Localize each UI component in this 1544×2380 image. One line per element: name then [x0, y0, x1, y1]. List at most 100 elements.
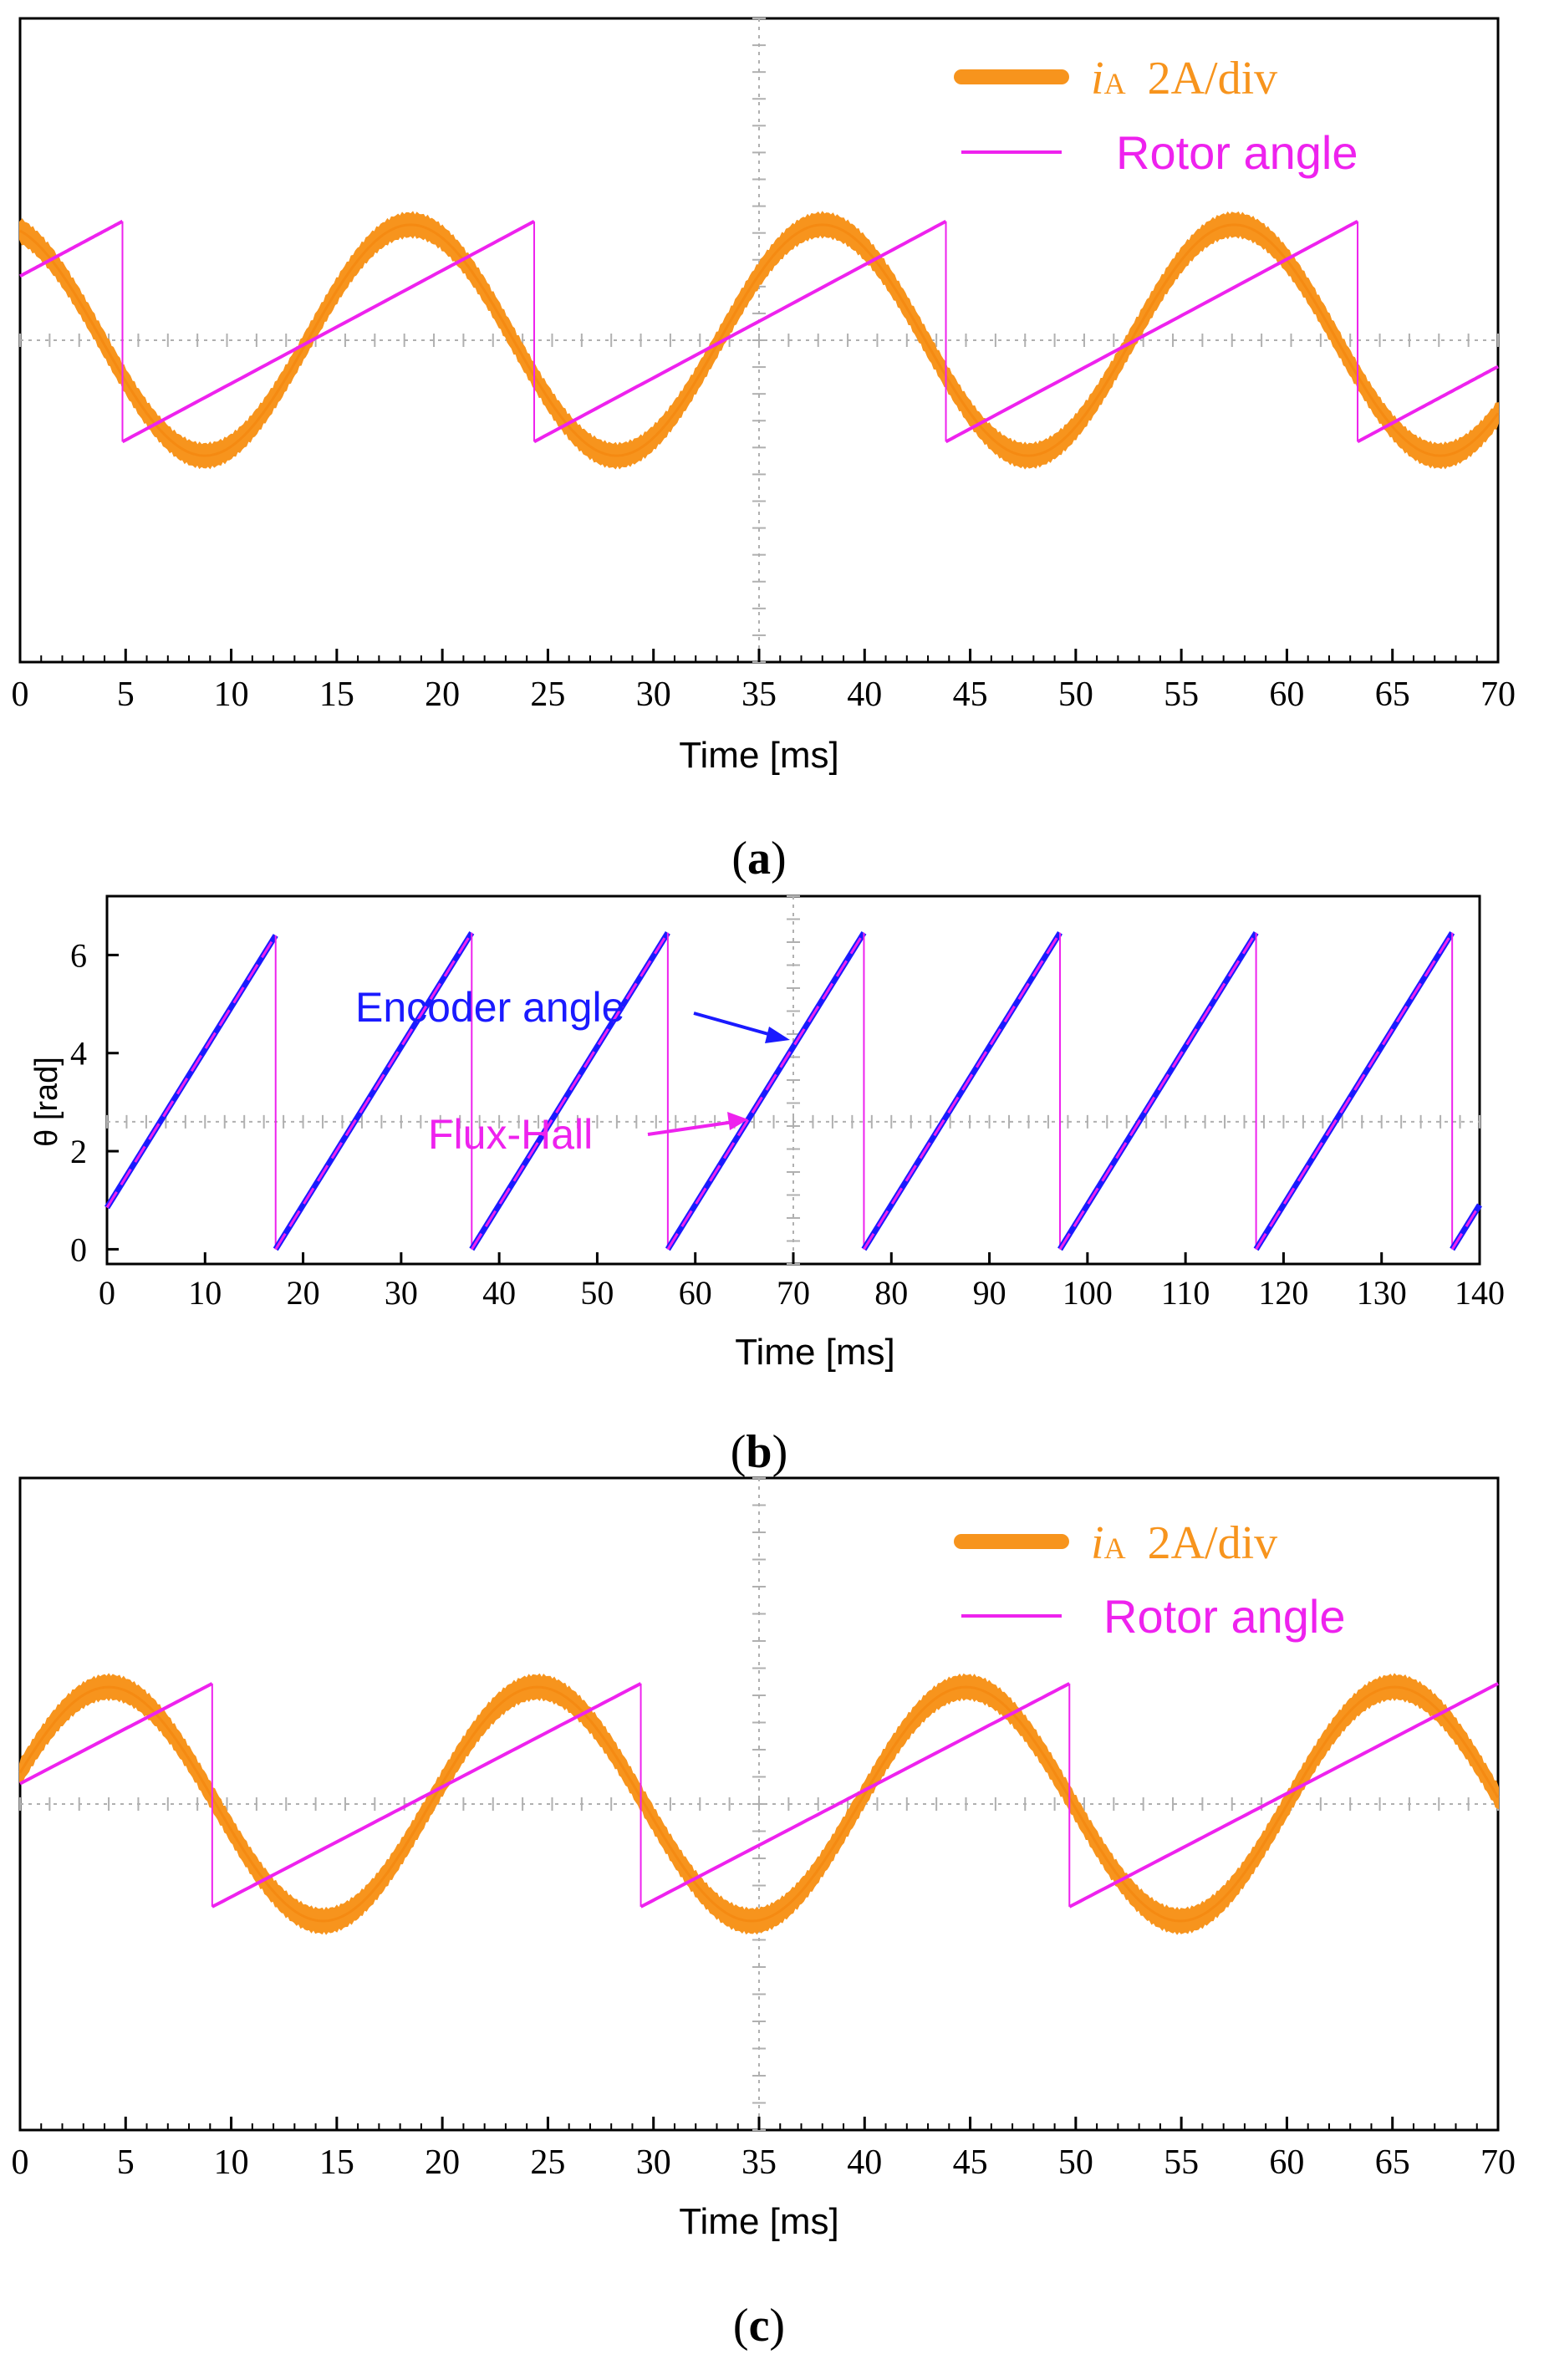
panel-a: 0 5 10 15 20 25 30 35 40 45 50 55 60 65 70 Time [ms] i…: [12, 17, 1516, 884]
x-tick-label: 110: [1161, 1274, 1210, 1312]
x-tick-label: 30: [385, 1274, 418, 1312]
annotation-encoder-angle: Encoder angle: [355, 984, 624, 1031]
x-tick-label: 20: [425, 675, 460, 714]
panel-label-c: (c): [733, 2300, 785, 2352]
rotor-angle-segment: [1068, 1682, 1499, 1909]
center-grid: [19, 18, 1499, 663]
panel-b: 0 10 20 30 40 50 60 70 80 90 100 110 120 130 140 0246 …: [29, 894, 1505, 1478]
x-tick-label: 20: [287, 1274, 320, 1312]
x-tick-label: 65: [1375, 675, 1410, 714]
legend-current-label: iA 2A/div: [1091, 1517, 1277, 1569]
y-tick-labels: 0 2 4 6: [70, 936, 119, 1268]
x-tick-label: 40: [482, 1274, 516, 1312]
panel-label-b: (b): [731, 1426, 787, 1478]
center-grid: [106, 895, 1480, 1265]
annotation-flux-hall-arrowhead: [727, 1112, 748, 1130]
x-tick-label: 50: [1058, 675, 1093, 714]
rotor-angle-segment: [945, 219, 1358, 444]
flux-hall-segment: [1058, 932, 1257, 1251]
panel-c: 0 5 10 15 20 25 30 35 40 45 50 55 60 65 70 Time [ms] i…: [12, 1476, 1516, 2352]
x-tick-label: 65: [1375, 2143, 1410, 2182]
annotations: Encoder angle Flux-Hall: [355, 984, 790, 1158]
x-tick-label: 70: [777, 1274, 810, 1312]
angle-traces: [104, 930, 1482, 1251]
current-trace: [18, 1673, 1500, 1935]
y-tick-label: 6: [70, 936, 87, 974]
flux-hall-segment: [863, 932, 1062, 1251]
x-axis-label: Time [ms]: [679, 735, 838, 776]
x-tick-label: 90: [973, 1274, 1006, 1312]
panel-label-a: (a): [731, 833, 786, 884]
x-tick-label: 5: [117, 675, 135, 714]
current-center-line: [18, 1685, 1500, 1923]
annotation-encoder-arrowhead: [765, 1027, 790, 1043]
x-tick-label: 60: [679, 1274, 712, 1312]
x-tick-label: 35: [741, 2143, 777, 2182]
flux-hall-segment: [666, 932, 865, 1251]
current-center-line: [19, 223, 1500, 457]
x-tick-label: 50: [580, 1274, 614, 1312]
x-tick-label: 5: [117, 2143, 135, 2182]
x-axis-label: Time [ms]: [679, 2201, 838, 2242]
y-tick-label: 4: [70, 1035, 87, 1073]
x-tick-label: 70: [1480, 675, 1516, 714]
annotation-encoder-arrow: [693, 1012, 778, 1038]
x-tick-label: 100: [1062, 1274, 1113, 1312]
x-tick-label: 30: [636, 675, 671, 714]
x-tick-label: 35: [741, 675, 777, 714]
rotor-angle-segment: [1357, 364, 1499, 444]
x-tick-label: 10: [214, 675, 249, 714]
x-tick-label: 0: [12, 2143, 29, 2182]
rotor-angle-trace: [19, 219, 1499, 444]
legend-rotor-label: Rotor angle: [1103, 1590, 1346, 1643]
y-axis-label: θ [rad]: [29, 1057, 64, 1147]
x-tick-label: 80: [874, 1274, 908, 1312]
x-tick-label: 70: [1480, 2143, 1516, 2182]
rotor-angle-segment: [640, 1682, 1071, 1909]
legend: iA 2A/div Rotor angle: [954, 53, 1358, 179]
x-tick-label: 130: [1357, 1274, 1407, 1312]
x-tick-label: 55: [1164, 2143, 1199, 2182]
current-trace: [19, 211, 1500, 470]
x-tick-labels: 0 10 20 30 40 50 60 70 80 90 100 110 120 130 140: [99, 1252, 1505, 1312]
flux-hall-segment: [1255, 932, 1454, 1251]
legend-rotor-label: Rotor angle: [1116, 126, 1358, 179]
rotor-angle-trace: [19, 1682, 1499, 1909]
legend-current-label: iA 2A/div: [1091, 53, 1277, 104]
x-tick-label: 15: [319, 675, 354, 714]
annotation-flux-hall: Flux-Hall: [428, 1111, 593, 1158]
x-tick-label: 45: [953, 2143, 988, 2182]
rotor-angle-segment: [121, 219, 535, 444]
flux-hall-segment: [1450, 1204, 1481, 1251]
x-tick-label: 50: [1058, 2143, 1093, 2182]
x-tick-label: 45: [953, 675, 988, 714]
x-tick-label: 25: [530, 675, 565, 714]
x-tick-label: 0: [99, 1274, 115, 1312]
rotor-angle-segment: [211, 1682, 642, 1909]
x-tick-label: 40: [847, 2143, 882, 2182]
rotor-angle-segment: [533, 219, 947, 444]
y-tick-label: 2: [70, 1133, 87, 1170]
x-tick-label: 60: [1269, 675, 1304, 714]
x-tick-label: 60: [1269, 2143, 1304, 2182]
flux-hall-segment: [471, 932, 670, 1251]
y-tick-label: 0: [70, 1231, 87, 1268]
flux-hall-segment: [274, 932, 473, 1251]
center-grid: [19, 1477, 1499, 2131]
x-tick-label: 140: [1455, 1274, 1505, 1312]
x-tick-label: 15: [319, 2143, 354, 2182]
encoder-angle-segment: [104, 934, 278, 1210]
x-tick-label: 0: [12, 675, 29, 714]
current-band: [19, 211, 1499, 470]
x-tick-label: 30: [636, 2143, 671, 2182]
x-tick-label: 120: [1258, 1274, 1308, 1312]
x-tick-label: 10: [188, 1274, 222, 1312]
annotation-flux-hall-arrow: [647, 1120, 735, 1136]
x-tick-label: 40: [847, 675, 882, 714]
x-tick-labels: 0 5 10 15 20 25 30 35 40 45 50 55 60 65 70: [12, 2117, 1516, 2182]
x-tick-label: 25: [530, 2143, 565, 2182]
x-tick-label: 20: [425, 2143, 460, 2182]
x-tick-label: 10: [214, 2143, 249, 2182]
x-tick-labels: 0 5 10 15 20 25 30 35 40 45 50 55 60 65 70: [12, 649, 1516, 714]
